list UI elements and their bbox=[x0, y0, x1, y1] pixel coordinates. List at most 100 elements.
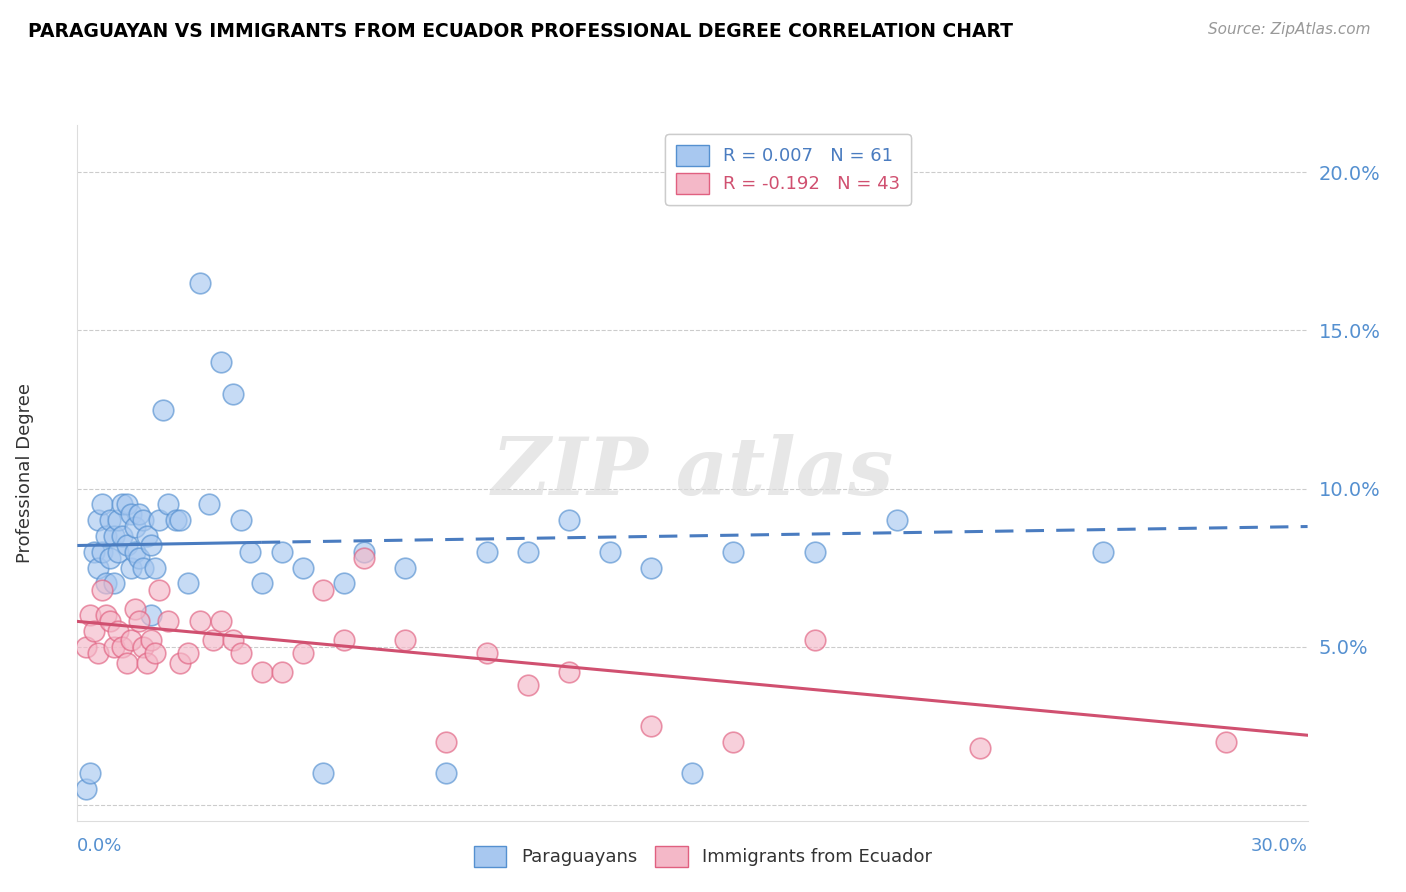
Point bbox=[98, 551, 121, 566]
Point bbox=[152, 402, 174, 417]
Point bbox=[477, 646, 499, 660]
Point bbox=[312, 766, 335, 780]
Point bbox=[394, 633, 416, 648]
Point bbox=[188, 276, 212, 290]
Point bbox=[169, 513, 191, 527]
Point bbox=[120, 507, 142, 521]
Point bbox=[94, 608, 117, 623]
Point bbox=[132, 560, 155, 574]
Point bbox=[111, 529, 134, 543]
Point bbox=[886, 513, 908, 527]
Point bbox=[723, 734, 745, 748]
Point bbox=[87, 513, 110, 527]
Point bbox=[90, 497, 114, 511]
Point bbox=[75, 640, 97, 654]
Point bbox=[231, 513, 253, 527]
Point bbox=[141, 539, 163, 553]
Point bbox=[87, 646, 110, 660]
Text: PARAGUAYAN VS IMMIGRANTS FROM ECUADOR PROFESSIONAL DEGREE CORRELATION CHART: PARAGUAYAN VS IMMIGRANTS FROM ECUADOR PR… bbox=[28, 22, 1014, 41]
Point bbox=[103, 640, 125, 654]
Point bbox=[477, 545, 499, 559]
Point bbox=[103, 576, 125, 591]
Point bbox=[128, 551, 150, 566]
Point bbox=[87, 560, 110, 574]
Point bbox=[141, 633, 163, 648]
Text: 30.0%: 30.0% bbox=[1251, 837, 1308, 855]
Point bbox=[83, 624, 105, 638]
Point bbox=[188, 615, 212, 629]
Point bbox=[107, 545, 129, 559]
Point bbox=[804, 545, 827, 559]
Point bbox=[136, 529, 159, 543]
Point bbox=[250, 665, 273, 679]
Point bbox=[517, 678, 540, 692]
Point bbox=[79, 766, 101, 780]
Point bbox=[107, 513, 129, 527]
Text: Professional Degree: Professional Degree bbox=[17, 383, 34, 563]
Point bbox=[177, 646, 200, 660]
Point bbox=[640, 719, 662, 733]
Point bbox=[141, 608, 163, 623]
Point bbox=[436, 734, 458, 748]
Point bbox=[291, 646, 314, 660]
Point bbox=[103, 529, 125, 543]
Point bbox=[353, 551, 375, 566]
Point bbox=[156, 615, 179, 629]
Point bbox=[148, 513, 170, 527]
Point bbox=[599, 545, 621, 559]
Point bbox=[111, 640, 134, 654]
Point bbox=[640, 560, 662, 574]
Point bbox=[333, 576, 356, 591]
Point bbox=[333, 633, 356, 648]
Point bbox=[136, 656, 159, 670]
Point bbox=[353, 545, 375, 559]
Point bbox=[394, 560, 416, 574]
Point bbox=[120, 560, 142, 574]
Point bbox=[128, 507, 150, 521]
Point bbox=[222, 633, 245, 648]
Point bbox=[124, 519, 146, 533]
Point bbox=[271, 665, 294, 679]
Point bbox=[436, 766, 458, 780]
Point bbox=[804, 633, 827, 648]
Text: 0.0%: 0.0% bbox=[77, 837, 122, 855]
Point bbox=[239, 545, 262, 559]
Point bbox=[1215, 734, 1237, 748]
Point bbox=[177, 576, 200, 591]
Point bbox=[250, 576, 273, 591]
Point bbox=[723, 545, 745, 559]
Point bbox=[83, 545, 105, 559]
Point bbox=[90, 582, 114, 597]
Point bbox=[209, 615, 232, 629]
Point bbox=[132, 513, 155, 527]
Point bbox=[79, 608, 101, 623]
Point bbox=[124, 601, 146, 615]
Point bbox=[222, 386, 245, 401]
Point bbox=[111, 497, 134, 511]
Point bbox=[128, 615, 150, 629]
Point bbox=[115, 656, 138, 670]
Point bbox=[558, 665, 581, 679]
Point bbox=[124, 545, 146, 559]
Point bbox=[291, 560, 314, 574]
Point bbox=[558, 513, 581, 527]
Point bbox=[1091, 545, 1114, 559]
Point bbox=[165, 513, 187, 527]
Point bbox=[115, 497, 138, 511]
Legend: R = 0.007   N = 61, R = -0.192   N = 43: R = 0.007 N = 61, R = -0.192 N = 43 bbox=[665, 134, 911, 204]
Point bbox=[107, 624, 129, 638]
Point bbox=[98, 615, 121, 629]
Point bbox=[94, 576, 117, 591]
Point bbox=[231, 646, 253, 660]
Point bbox=[156, 497, 179, 511]
Point bbox=[969, 740, 991, 755]
Point bbox=[143, 560, 166, 574]
Point bbox=[98, 513, 121, 527]
Point bbox=[201, 633, 224, 648]
Point bbox=[132, 640, 155, 654]
Point bbox=[90, 545, 114, 559]
Point bbox=[143, 646, 166, 660]
Point bbox=[312, 582, 335, 597]
Point bbox=[271, 545, 294, 559]
Point bbox=[94, 529, 117, 543]
